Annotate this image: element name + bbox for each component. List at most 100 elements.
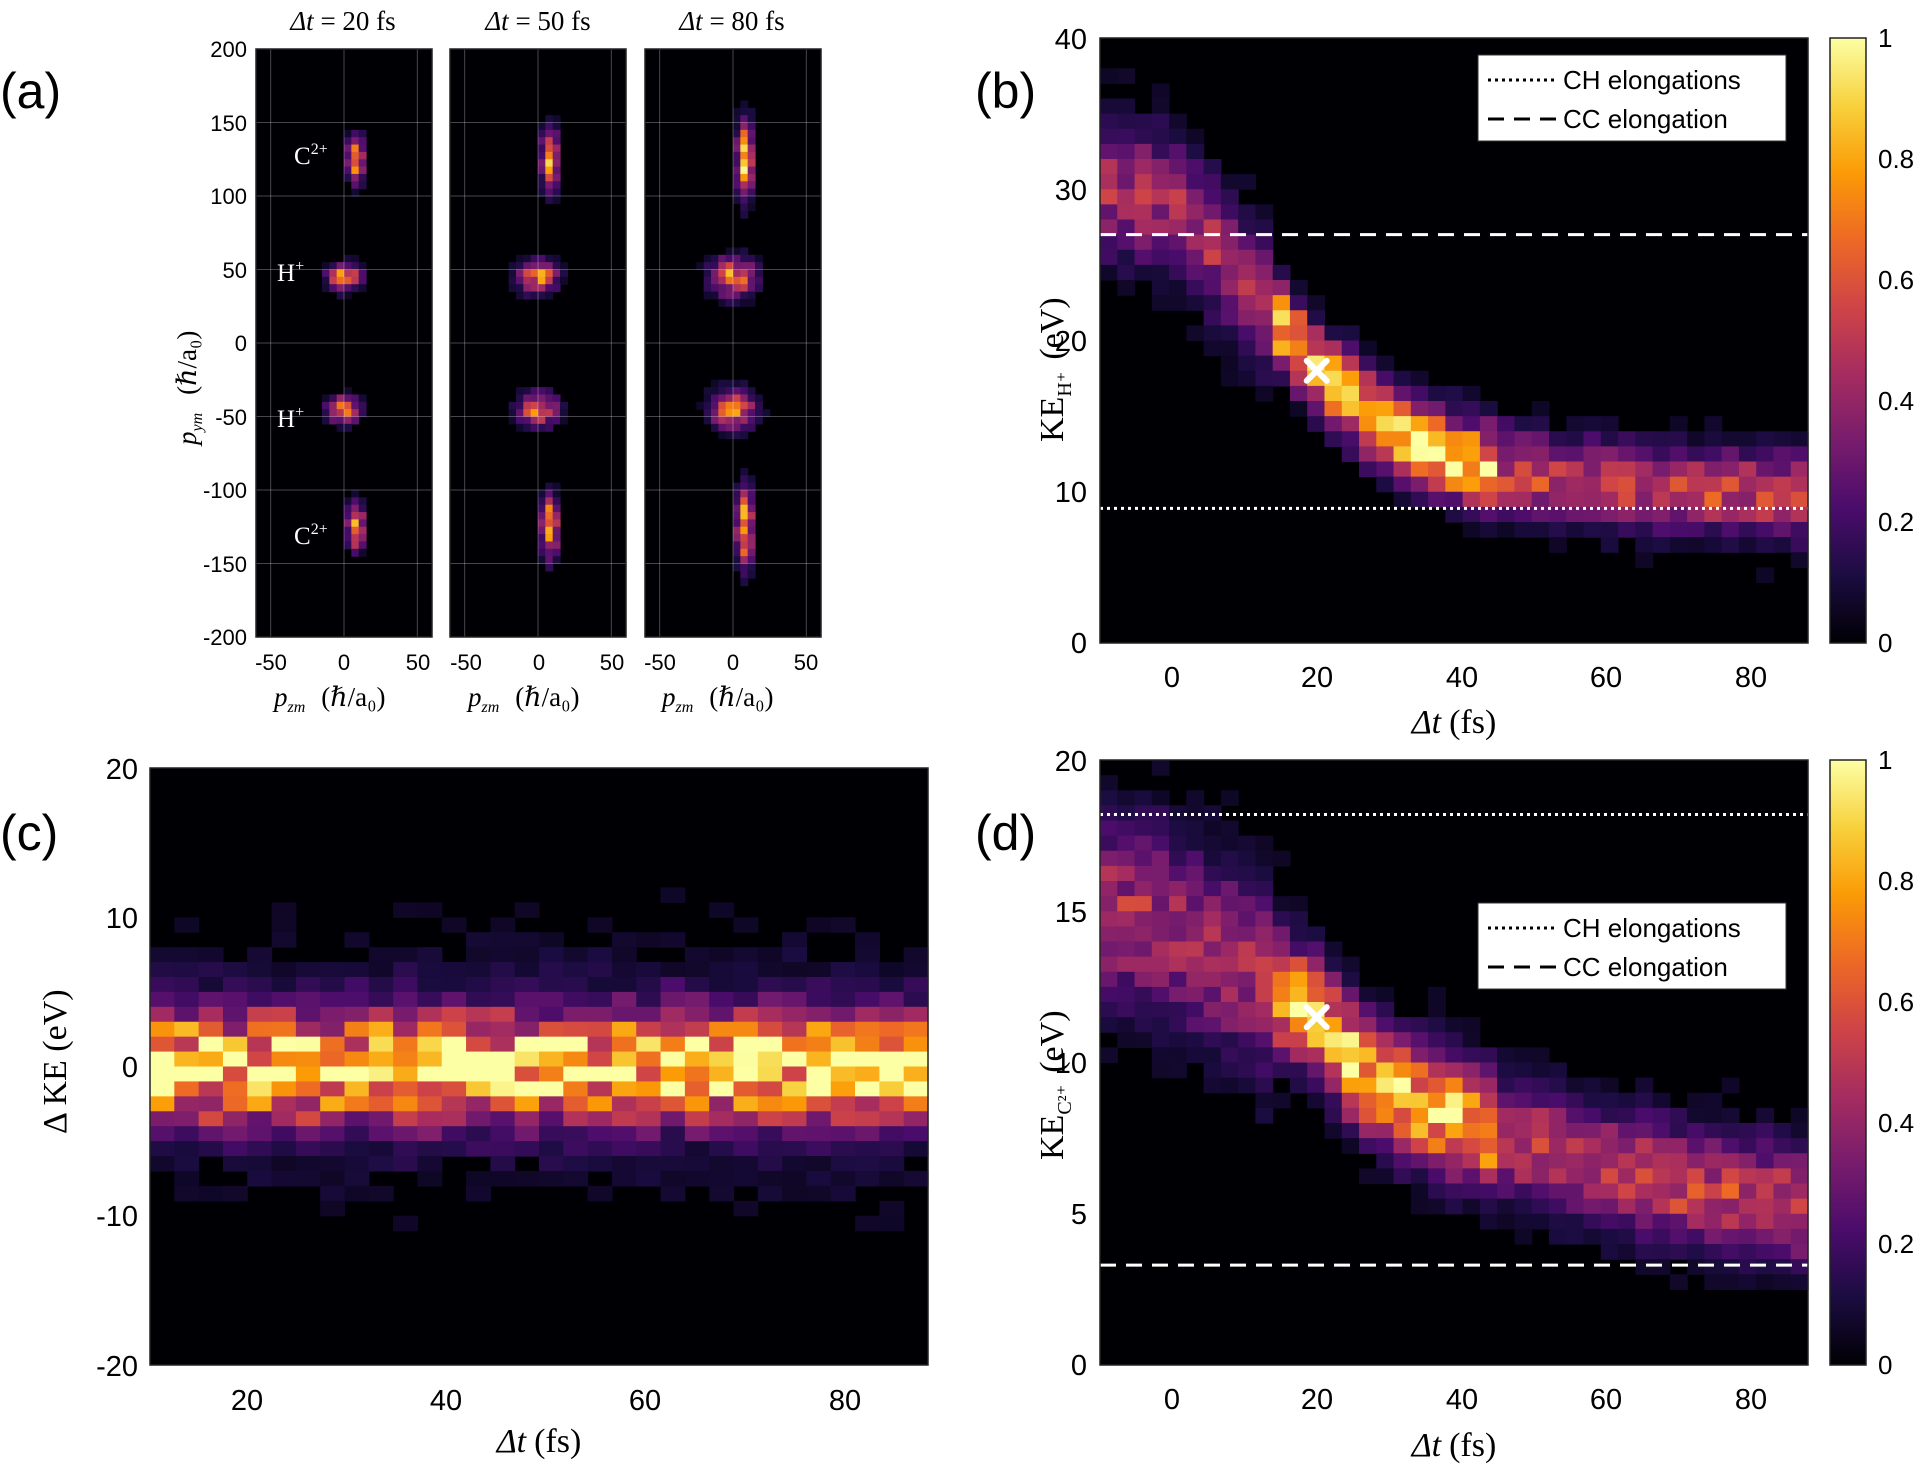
- heatmap-cell: [1410, 476, 1429, 493]
- colorbar-tick: 0.8: [1878, 144, 1914, 174]
- heatmap-cell: [1289, 911, 1308, 927]
- momentum-cell: [322, 409, 330, 418]
- heatmap-cell: [150, 1111, 175, 1127]
- momentum-cell: [538, 534, 546, 543]
- heatmap-cell: [1410, 1168, 1429, 1185]
- heatmap-cell: [563, 1141, 589, 1157]
- heatmap-cell: [271, 1021, 297, 1038]
- heatmap-cell: [1669, 1213, 1688, 1230]
- heatmap-cell: [1583, 506, 1602, 523]
- heatmap-cell: [1790, 522, 1809, 538]
- heatmap-cell: [709, 1066, 735, 1083]
- heatmap-cell: [1548, 491, 1567, 508]
- heatmap-cell: [1151, 219, 1170, 236]
- heatmap-cell: [660, 1126, 686, 1142]
- heatmap-cell: [1548, 1092, 1567, 1109]
- heatmap-cell: [1186, 264, 1205, 281]
- heatmap-cell: [1600, 491, 1619, 508]
- heatmap-cell: [1514, 1153, 1533, 1169]
- heatmap-cell: [1497, 1168, 1516, 1185]
- heatmap-cell: [174, 1006, 200, 1023]
- heatmap-cell: [1756, 1168, 1775, 1185]
- heatmap-cell: [1687, 1153, 1705, 1169]
- heatmap-cell: [1341, 1017, 1360, 1033]
- heatmap-cell: [1790, 506, 1809, 523]
- heatmap-cell: [855, 976, 880, 993]
- momentum-cell: [351, 504, 360, 513]
- heatmap-cell: [684, 947, 710, 963]
- heatmap-cell: [1359, 1032, 1377, 1048]
- heatmap-cell: [1479, 1077, 1498, 1094]
- panel-c-ytick: -20: [96, 1351, 138, 1383]
- heatmap-cell: [660, 1156, 686, 1172]
- heatmap-cell: [1790, 461, 1809, 478]
- heatmap-cell: [636, 1066, 662, 1083]
- heatmap-cell: [1359, 461, 1377, 478]
- heatmap-cell: [636, 1051, 662, 1068]
- momentum-cell: [351, 490, 360, 498]
- heatmap-cell: [611, 1170, 637, 1187]
- heatmap-cell: [1773, 1123, 1792, 1139]
- heatmap-cell: [757, 947, 783, 963]
- heatmap-cell: [563, 1066, 589, 1083]
- heatmap-cell: [1117, 896, 1136, 912]
- heatmap-cell: [1393, 491, 1412, 508]
- heatmap-cell: [1134, 159, 1153, 175]
- panel-c-label: (c): [0, 805, 58, 861]
- heatmap-cell: [1669, 431, 1688, 447]
- heatmap-cell: [174, 1051, 200, 1068]
- heatmap-cell: [1790, 537, 1809, 553]
- heatmap-cell: [879, 1141, 905, 1157]
- momentum-cell: [740, 269, 749, 278]
- heatmap-cell: [1134, 911, 1153, 927]
- heatmap-cell: [1307, 1032, 1326, 1048]
- heatmap-cell: [1445, 1123, 1464, 1139]
- heatmap-cell: [1669, 537, 1688, 553]
- momentum-cell: [358, 137, 367, 146]
- ion-label-h-bottom: H+: [277, 404, 304, 433]
- heatmap-cell: [514, 1066, 540, 1083]
- heatmap-cell: [1100, 986, 1118, 1003]
- heatmap-cell: [709, 991, 735, 1008]
- heatmap-cell: [1134, 189, 1153, 205]
- heatmap-cell: [1462, 522, 1481, 538]
- momentum-cell: [703, 394, 712, 403]
- momentum-cell: [740, 409, 749, 418]
- heatmap-cell: [150, 962, 175, 978]
- momentum-cell: [552, 262, 561, 271]
- momentum-cell: [545, 387, 554, 396]
- heatmap-cell: [320, 1156, 346, 1172]
- heatmap-cell: [1566, 446, 1585, 463]
- heatmap-cell: [563, 976, 589, 993]
- heatmap-cell: [1600, 1213, 1619, 1230]
- momentum-cell: [740, 115, 749, 124]
- heatmap-cell: [1445, 1032, 1464, 1048]
- heatmap-cell: [611, 1081, 637, 1097]
- heatmap-cell: [1289, 986, 1308, 1003]
- momentum-cell: [508, 269, 517, 278]
- momentum-cell: [329, 276, 338, 285]
- heatmap-cell: [855, 932, 880, 948]
- heatmap-cell: [806, 1006, 832, 1023]
- momentum-cell: [740, 196, 749, 204]
- momentum-cell: [351, 519, 360, 528]
- heatmap-cell: [1376, 416, 1395, 432]
- momentum-cell: [718, 262, 727, 271]
- heatmap-cell: [1169, 174, 1187, 190]
- momentum-cell: [344, 409, 352, 418]
- heatmap-cell: [174, 1111, 200, 1127]
- heatmap-cell: [1100, 881, 1118, 897]
- momentum-cell: [725, 387, 734, 396]
- heatmap-cell: [1151, 249, 1170, 266]
- heatmap-cell: [1100, 820, 1118, 837]
- heatmap-cell: [855, 1081, 880, 1097]
- heatmap-cell: [1220, 310, 1239, 326]
- heatmap-cell: [1635, 1138, 1654, 1154]
- heatmap-cell: [150, 1081, 175, 1097]
- heatmap-cell: [1566, 461, 1585, 478]
- heatmap-cell: [1203, 159, 1222, 175]
- heatmap-cell: [1238, 280, 1257, 296]
- heatmap-cell: [1669, 476, 1688, 493]
- heatmap-cell: [1445, 1138, 1464, 1154]
- heatmap-cell: [1100, 1002, 1118, 1018]
